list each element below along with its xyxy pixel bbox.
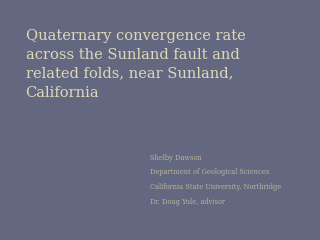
Text: Quaternary convergence rate
across the Sunland fault and
related folds, near Sun: Quaternary convergence rate across the S… [26,29,245,100]
Text: Department of Geological Sciences: Department of Geological Sciences [150,168,269,176]
Text: California State University, Northridge: California State University, Northridge [150,183,282,191]
Text: Shelby Dawson: Shelby Dawson [150,154,202,162]
Text: Dr. Doug Yule, advisor: Dr. Doug Yule, advisor [150,198,225,206]
